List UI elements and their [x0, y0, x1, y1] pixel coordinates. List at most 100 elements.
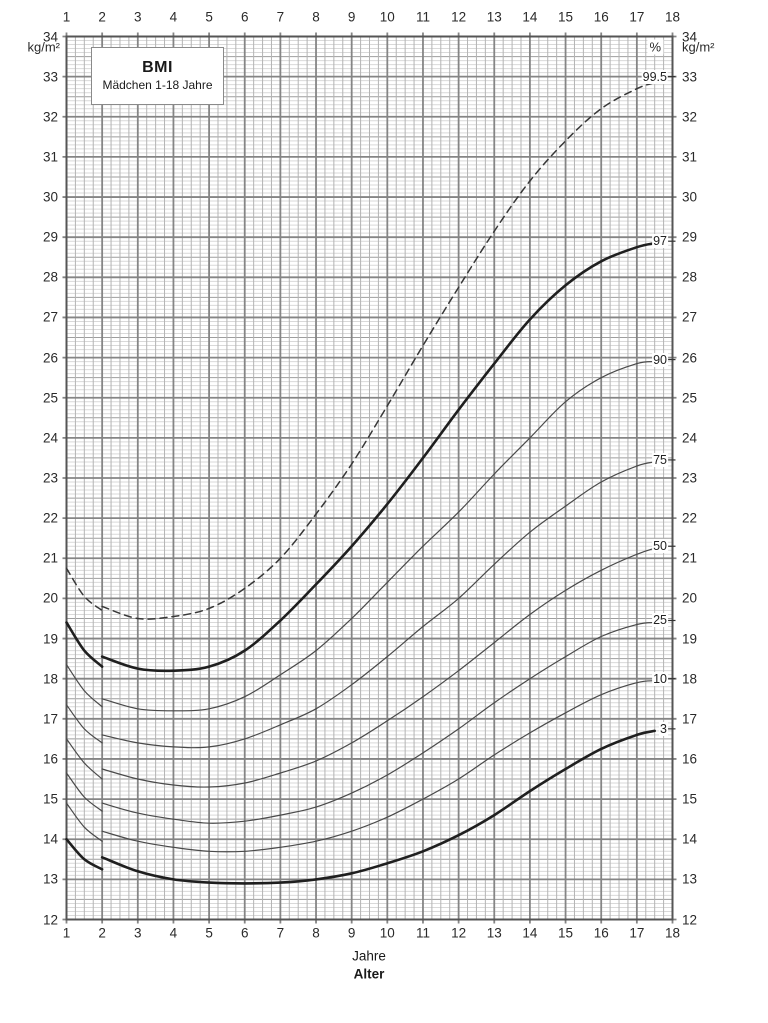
- y-tick-left-22: 22: [42, 510, 58, 526]
- y-tick-right-23: 23: [682, 470, 698, 486]
- x-tick-top-11: 11: [415, 9, 430, 25]
- x-tick-top-1: 1: [62, 9, 71, 25]
- percentile-curve-99.5: [101, 81, 656, 620]
- percentile-label-10: 10: [652, 671, 668, 686]
- y-tick-left-27: 27: [42, 309, 58, 325]
- y-unit-label-right: kg/m²: [682, 39, 715, 55]
- x-tick-top-12: 12: [451, 9, 467, 25]
- y-tick-left-13: 13: [42, 871, 58, 887]
- x-tick-top-6: 6: [240, 9, 249, 25]
- x-tick-bottom-18: 18: [664, 925, 681, 941]
- y-tick-right-30: 30: [682, 189, 698, 205]
- percentile-curves: [65, 76, 676, 885]
- y-tick-right-32: 32: [682, 109, 698, 125]
- percentile-curve-97: [100, 241, 656, 673]
- x-tick-top-5: 5: [205, 9, 213, 25]
- y-tick-right-31: 31: [682, 149, 698, 165]
- y-tick-right-29: 29: [682, 229, 698, 245]
- y-tick-right-12: 12: [682, 912, 698, 927]
- y-tick-left-21: 21: [42, 550, 58, 566]
- y-tick-left-24: 24: [42, 430, 58, 446]
- percentile-curve-75: [101, 461, 656, 749]
- x-tick-bottom-8: 8: [312, 925, 320, 941]
- x-tick-bottom-17: 17: [629, 925, 645, 941]
- y-tick-right-21: 21: [682, 550, 698, 566]
- y-tick-left-34: 34: [42, 29, 58, 44]
- x-tick-top-7: 7: [276, 9, 285, 25]
- y-tick-left-33: 33: [42, 69, 58, 85]
- percentile-curve-10: [101, 680, 656, 853]
- y-tick-left-29: 29: [42, 229, 58, 245]
- y-tick-left-26: 26: [42, 350, 58, 366]
- x-axis-title: Alter: [353, 966, 385, 982]
- percentile-curve-99.5: [65, 567, 103, 612]
- x-tick-bottom-1: 1: [62, 925, 71, 941]
- plot-frame: [65, 35, 674, 921]
- y-tick-right-25: 25: [682, 390, 698, 406]
- y-tick-right-19: 19: [682, 631, 698, 647]
- y-tick-right-27: 27: [682, 309, 698, 325]
- x-tick-bottom-3: 3: [134, 925, 142, 941]
- x-tick-top-17: 17: [629, 9, 645, 25]
- percentile-curve-97: [65, 621, 104, 668]
- x-tick-bottom-10: 10: [379, 925, 395, 941]
- y-tick-right-16: 16: [682, 751, 698, 767]
- x-tick-bottom-16: 16: [593, 925, 609, 941]
- percentile-curve-25: [65, 772, 103, 812]
- x-tick-top-9: 9: [347, 9, 356, 25]
- percentile-label-75: 75: [652, 452, 668, 467]
- percentile-curve-75: [65, 704, 103, 744]
- percentile-curve-90: [65, 664, 103, 708]
- y-tick-left-23: 23: [42, 470, 58, 486]
- y-tick-right-17: 17: [682, 711, 698, 727]
- x-tick-bottom-6: 6: [240, 925, 249, 941]
- x-tick-bottom-9: 9: [347, 925, 356, 941]
- y-tick-left-17: 17: [42, 711, 58, 727]
- chart-subtitle: Mädchen 1-18 Jahre: [102, 78, 213, 93]
- x-tick-top-13: 13: [486, 9, 502, 25]
- y-tick-right-20: 20: [682, 590, 698, 606]
- percentile-label-25: 25: [652, 613, 668, 628]
- y-tick-right-18: 18: [682, 671, 698, 687]
- y-tick-left-30: 30: [42, 189, 58, 205]
- x-tick-bottom-5: 5: [205, 925, 213, 941]
- y-tick-right-26: 26: [682, 350, 698, 366]
- percentile-curve-90: [101, 361, 656, 712]
- y-tick-left-32: 32: [42, 109, 58, 125]
- x-tick-top-3: 3: [134, 9, 142, 25]
- x-tick-top-16: 16: [593, 9, 609, 25]
- y-tick-right-14: 14: [682, 831, 698, 847]
- percentile-curve-3: [100, 729, 656, 885]
- percent-symbol-label: %: [647, 39, 663, 55]
- y-tick-right-24: 24: [682, 430, 698, 446]
- y-tick-left-16: 16: [42, 751, 58, 767]
- y-tick-left-12: 12: [42, 912, 58, 927]
- percentile-curve-50: [101, 547, 656, 788]
- x-tick-top-18: 18: [664, 9, 681, 25]
- y-tick-left-20: 20: [42, 590, 58, 606]
- y-tick-left-28: 28: [42, 269, 58, 285]
- percentile-curve-25: [101, 621, 656, 824]
- x-tick-top-2: 2: [98, 9, 106, 25]
- chart-title: BMI: [142, 59, 173, 77]
- x-tick-top-10: 10: [379, 9, 395, 25]
- y-tick-right-28: 28: [682, 269, 698, 285]
- x-axis-unit-label: Jahre: [352, 948, 386, 964]
- percentile-curve-50: [65, 738, 103, 780]
- percentile-label-97: 97: [652, 234, 668, 249]
- x-tick-bottom-4: 4: [169, 925, 178, 941]
- y-unit-label-left: kg/m²: [27, 39, 61, 55]
- x-tick-top-4: 4: [169, 9, 178, 25]
- percentile-curve-3: [65, 837, 104, 871]
- x-tick-bottom-11: 11: [415, 925, 430, 941]
- y-tick-left-15: 15: [42, 791, 58, 807]
- y-tick-right-34: 34: [682, 29, 698, 44]
- percentile-label-90: 90: [652, 352, 668, 367]
- x-tick-bottom-14: 14: [522, 925, 538, 941]
- x-tick-top-14: 14: [522, 9, 538, 25]
- x-tick-bottom-7: 7: [276, 925, 285, 941]
- x-tick-bottom-12: 12: [451, 925, 467, 941]
- y-tick-right-33: 33: [682, 69, 698, 85]
- x-tick-bottom-13: 13: [486, 925, 502, 941]
